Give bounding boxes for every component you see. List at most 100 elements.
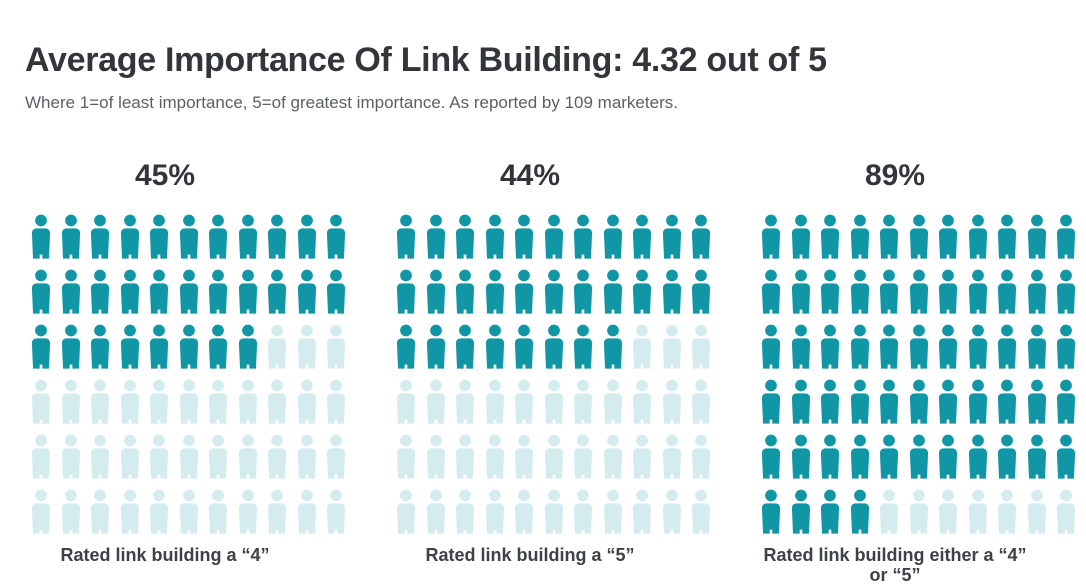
person-icon xyxy=(89,488,111,536)
person-icon xyxy=(148,213,170,261)
icon-row xyxy=(30,213,347,261)
person-icon xyxy=(60,323,82,371)
person-icon xyxy=(237,488,259,536)
person-icon xyxy=(266,433,288,481)
person-icon xyxy=(937,213,959,261)
person-icon xyxy=(395,378,417,426)
person-icon xyxy=(119,488,141,536)
person-icon xyxy=(1026,433,1048,481)
person-icon xyxy=(513,433,535,481)
person-icon xyxy=(1026,213,1048,261)
person-icon xyxy=(454,378,476,426)
person-icon xyxy=(60,268,82,316)
person-icon xyxy=(1055,213,1077,261)
person-icon xyxy=(937,378,959,426)
person-icon xyxy=(178,213,200,261)
person-icon xyxy=(395,268,417,316)
icon-row xyxy=(760,488,1077,536)
person-icon xyxy=(661,213,683,261)
person-icon xyxy=(760,433,782,481)
person-icon xyxy=(790,213,812,261)
person-icon xyxy=(325,488,347,536)
person-icon xyxy=(513,488,535,536)
person-icon xyxy=(30,323,52,371)
person-icon xyxy=(967,323,989,371)
person-icon xyxy=(484,488,506,536)
person-icon xyxy=(760,488,782,536)
person-icon xyxy=(602,433,624,481)
person-icon xyxy=(572,488,594,536)
person-icon xyxy=(513,323,535,371)
person-icon xyxy=(661,323,683,371)
person-icon xyxy=(790,488,812,536)
person-icon xyxy=(996,213,1018,261)
person-icon xyxy=(690,323,712,371)
percent-value: 44% xyxy=(499,159,561,192)
person-icon xyxy=(1055,488,1077,536)
person-icon xyxy=(296,323,318,371)
icon-row xyxy=(30,488,347,536)
person-icon xyxy=(878,488,900,536)
icon-row xyxy=(395,433,712,481)
person-icon xyxy=(819,268,841,316)
person-icon xyxy=(89,268,111,316)
person-icon xyxy=(690,378,712,426)
person-icon xyxy=(1026,488,1048,536)
person-icon xyxy=(849,268,871,316)
person-icon xyxy=(690,488,712,536)
person-icon xyxy=(484,433,506,481)
person-icon xyxy=(325,268,347,316)
icon-row xyxy=(760,213,1077,261)
pictogram-charts: 45% Rated link building a “4” 44% Rated lin… xyxy=(0,160,1086,585)
person-icon xyxy=(296,268,318,316)
person-icon xyxy=(631,268,653,316)
person-icon xyxy=(296,488,318,536)
person-icon xyxy=(395,433,417,481)
person-icon xyxy=(266,213,288,261)
icon-grid xyxy=(760,213,1077,536)
person-icon xyxy=(425,378,447,426)
person-icon xyxy=(790,268,812,316)
person-icon xyxy=(178,323,200,371)
chart-caption: Rated link building a “5” xyxy=(395,545,665,565)
person-icon xyxy=(454,433,476,481)
person-icon xyxy=(819,488,841,536)
person-icon xyxy=(60,488,82,536)
icon-grid xyxy=(395,213,712,536)
person-icon xyxy=(30,268,52,316)
person-icon xyxy=(908,268,930,316)
person-icon xyxy=(89,433,111,481)
person-icon xyxy=(484,378,506,426)
person-icon xyxy=(602,488,624,536)
chart-column-2: 44% Rated link building a “5” xyxy=(395,160,712,585)
person-icon xyxy=(661,268,683,316)
person-icon xyxy=(148,323,170,371)
person-icon xyxy=(878,323,900,371)
icon-row xyxy=(30,433,347,481)
person-icon xyxy=(237,213,259,261)
person-icon xyxy=(119,378,141,426)
person-icon xyxy=(878,433,900,481)
person-icon xyxy=(602,378,624,426)
person-icon xyxy=(790,433,812,481)
person-icon xyxy=(819,378,841,426)
person-icon xyxy=(878,378,900,426)
person-icon xyxy=(760,378,782,426)
icon-row xyxy=(30,378,347,426)
person-icon xyxy=(148,268,170,316)
icon-row xyxy=(395,378,712,426)
person-icon xyxy=(1055,323,1077,371)
person-icon xyxy=(790,378,812,426)
person-icon xyxy=(937,433,959,481)
person-icon xyxy=(1055,268,1077,316)
person-icon xyxy=(631,378,653,426)
icon-row xyxy=(760,323,1077,371)
person-icon xyxy=(30,213,52,261)
person-icon xyxy=(325,433,347,481)
percent-value: 89% xyxy=(864,159,926,192)
person-icon xyxy=(266,323,288,371)
person-icon xyxy=(908,378,930,426)
person-icon xyxy=(572,268,594,316)
icon-row xyxy=(760,268,1077,316)
person-icon xyxy=(572,213,594,261)
